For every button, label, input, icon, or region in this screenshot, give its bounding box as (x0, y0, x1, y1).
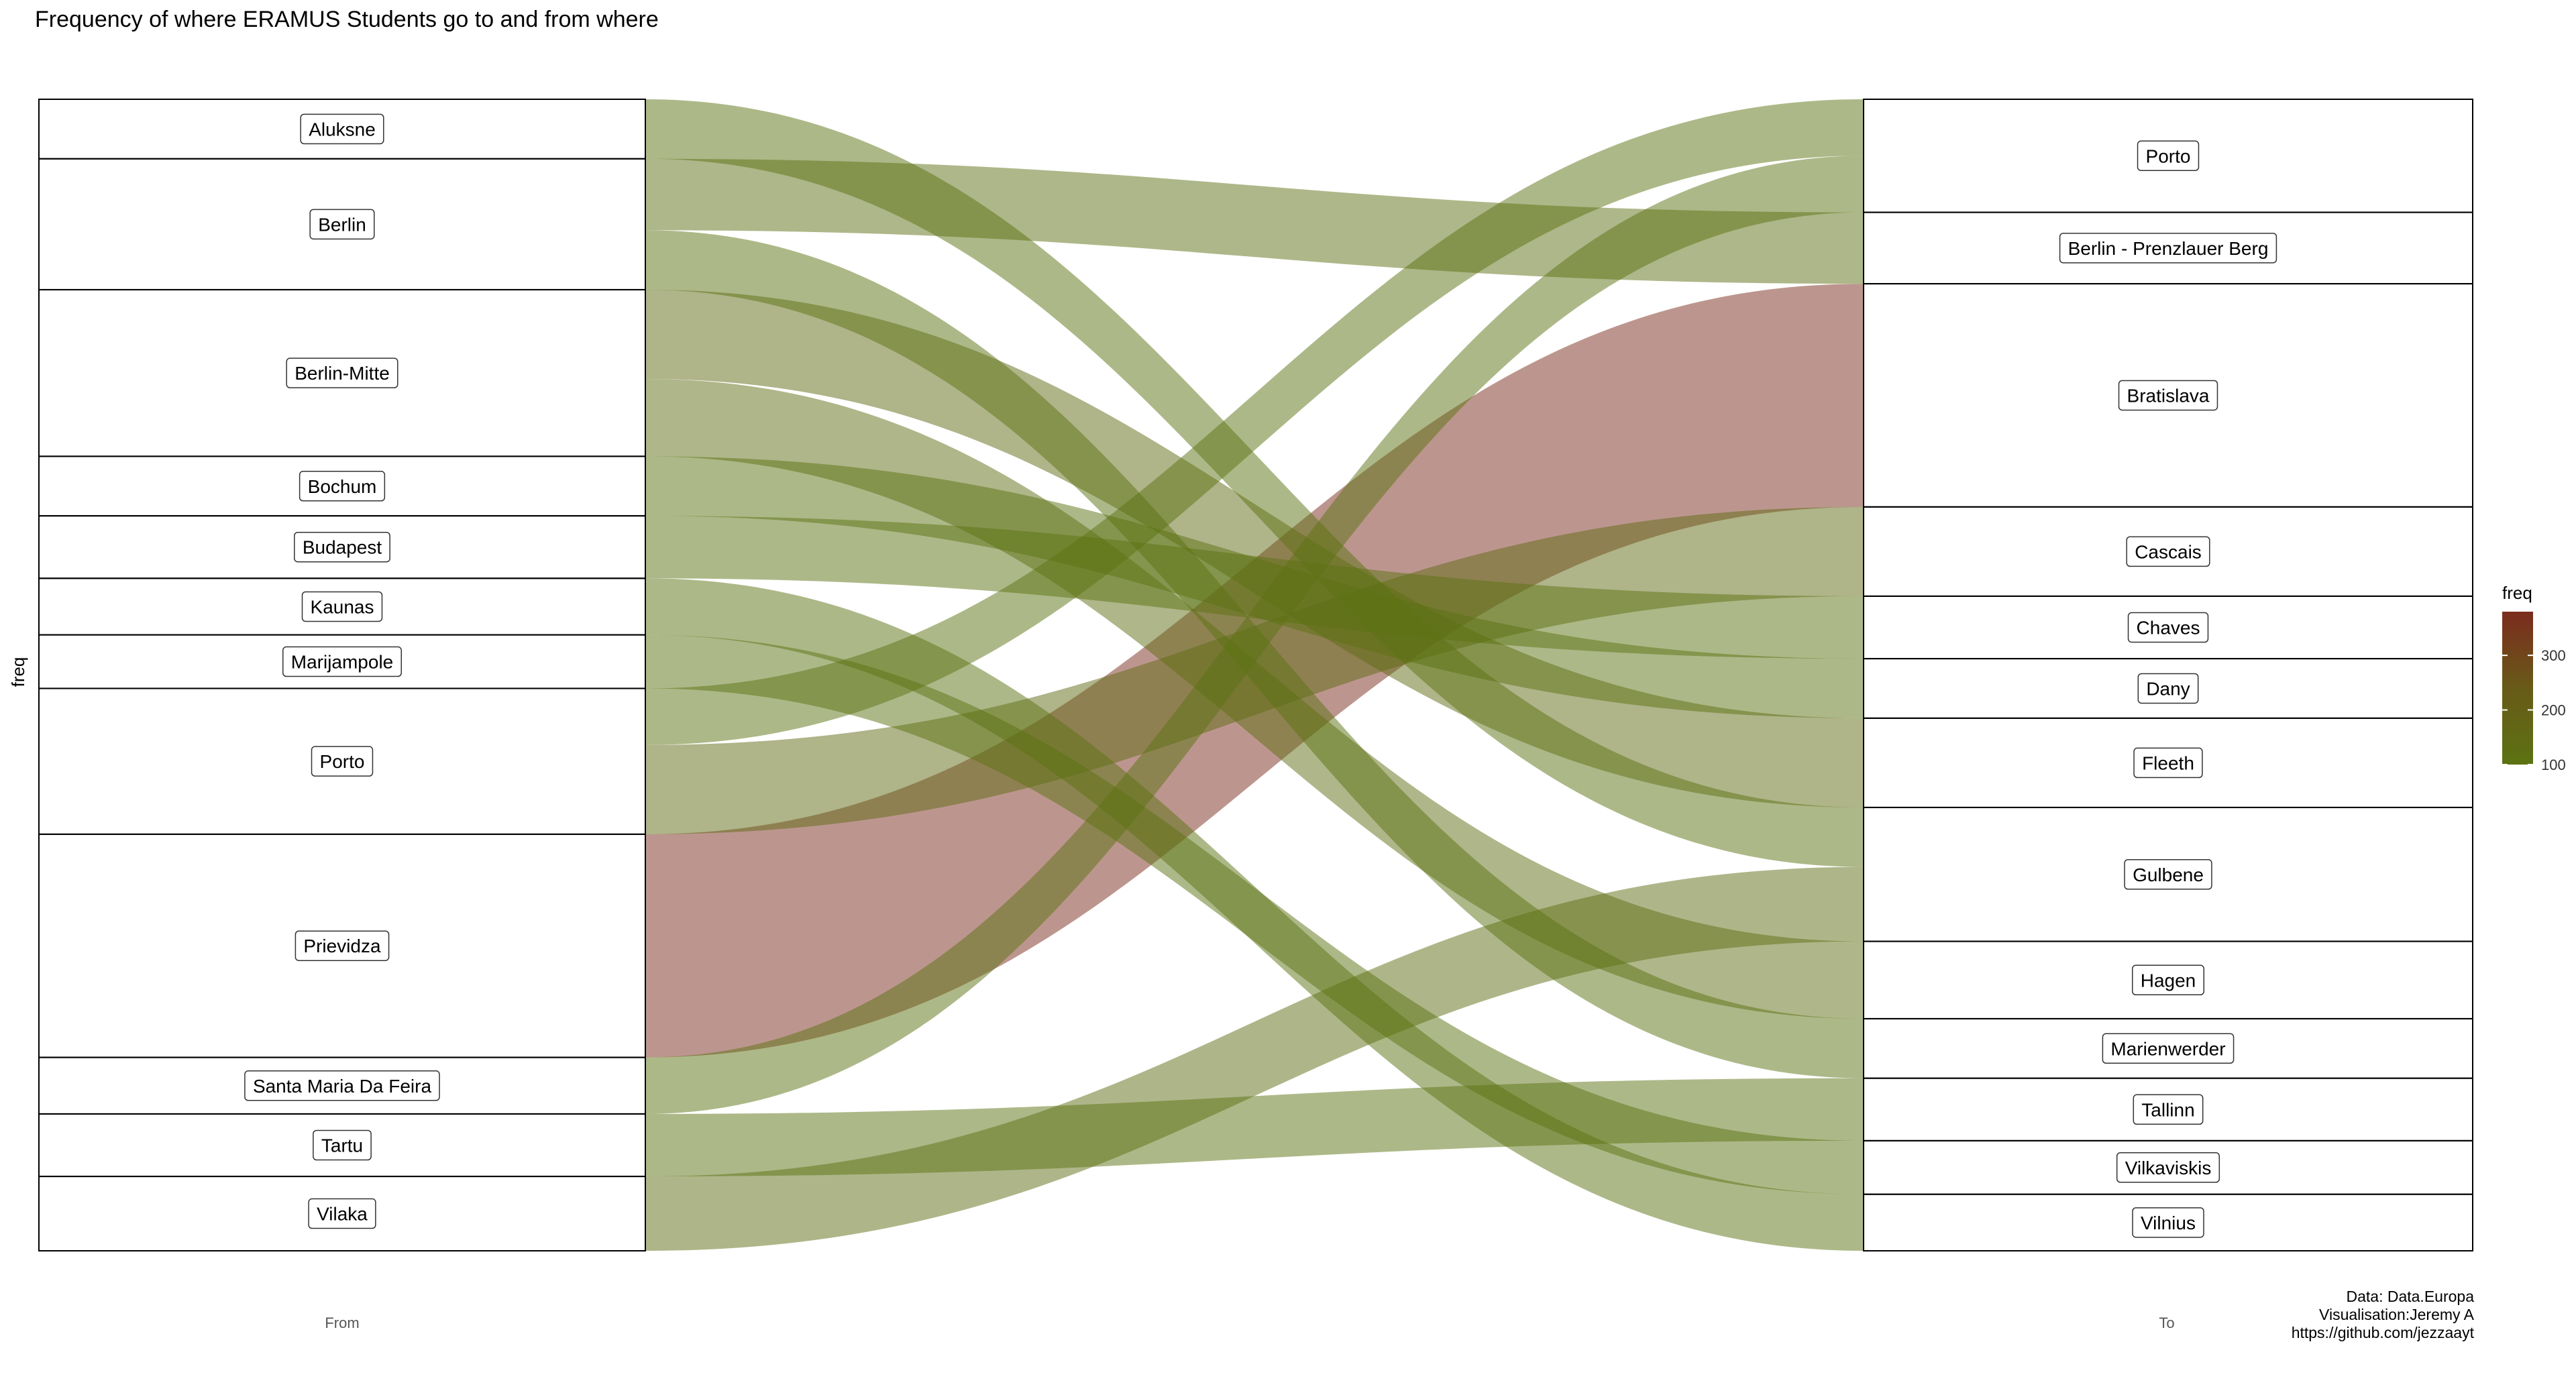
from-node-label-box (300, 113, 384, 145)
caption-line: Data: Data.Europa (2346, 1288, 2474, 1305)
to-node-label-box (2133, 1094, 2204, 1125)
from-node-label: Tartu (321, 1135, 363, 1156)
to-node-label: Vilnius (2141, 1213, 2196, 1233)
to-node-label: Bratislava (2127, 385, 2210, 406)
caption-line: Visualisation:Jeremy A (2319, 1306, 2474, 1323)
legend-tick-label: 300 (2541, 647, 2566, 664)
from-node-label: Aluksne (309, 119, 376, 140)
from-node-label: Porto (320, 751, 365, 772)
to-node-label-box (2126, 536, 2210, 567)
to-node-label-box (2132, 1207, 2204, 1238)
to-node-label: Gulbene (2133, 864, 2204, 885)
to-node-label-box (2118, 380, 2218, 411)
to-node-label-box (2137, 140, 2200, 172)
legend: freq 100 200 300 (2502, 583, 2566, 773)
from-node-label-box (286, 357, 398, 388)
from-node-label-box (308, 1198, 376, 1229)
from-node-label-box (294, 930, 390, 961)
to-node-label-box (2124, 859, 2212, 890)
flow-marijampole-to-vilkaviskis (645, 634, 1864, 1194)
from-node-label: Kaunas (311, 596, 374, 617)
flow-santa-maria-da-feira-to-porto (645, 156, 1864, 1114)
y-axis-label: freq (8, 657, 28, 687)
to-node-vilnius (1863, 1193, 2473, 1252)
to-node-label-box (2102, 1033, 2235, 1064)
flow-porto-to-porto (645, 99, 1864, 745)
to-node-label: Porto (2146, 146, 2191, 166)
legend-tick-label: 100 (2541, 757, 2566, 773)
to-node-label: Berlin - Prenzlauer Berg (2068, 238, 2269, 259)
from-node-label-box (299, 471, 386, 502)
to-node-label-box (2127, 612, 2209, 643)
to-node-label-box (2116, 1152, 2220, 1183)
flow-berlin-mitte-to-hagen (645, 379, 1864, 1019)
from-node-label: Berlin (318, 214, 366, 235)
x-tick-from: From (325, 1315, 359, 1331)
from-node-label-box (301, 591, 383, 622)
from-node-label-box (244, 1070, 440, 1101)
from-node-label: Budapest (303, 537, 382, 558)
legend-colorbar (2502, 612, 2533, 765)
chart-title: Frequency of where ERAMUS Students go to… (35, 7, 659, 32)
from-node-label-box (282, 646, 402, 677)
from-node-label: Prievidza (303, 936, 381, 956)
from-node-label-box (311, 746, 374, 777)
x-tick-to: To (2159, 1315, 2174, 1331)
to-node-label: Vilkaviskis (2125, 1158, 2212, 1178)
from-node-label: Bochum (308, 476, 377, 497)
to-node-label-box (2131, 964, 2205, 996)
flow-bochum-to-dany (645, 456, 1864, 718)
to-node-label: Chaves (2137, 618, 2200, 638)
flows-layer (645, 99, 1864, 1251)
from-node-label: Vilaka (317, 1204, 368, 1225)
flow-aluksne-to-gulbene (645, 99, 1864, 867)
to-node-label-box (2133, 747, 2203, 779)
from-node-label: Berlin-Mitte (294, 363, 390, 384)
to-node-label: Cascais (2135, 541, 2202, 562)
legend-tick-label: 200 (2541, 702, 2566, 719)
to-node-label: Tallinn (2141, 1099, 2194, 1120)
legend-title: freq (2502, 583, 2532, 603)
to-node-label-box (2137, 673, 2199, 704)
legend-ticks: 100 200 300 (2502, 647, 2566, 773)
from-node-vilaka (38, 1176, 646, 1251)
from-node-label-box (294, 531, 390, 563)
to-node-label-box (2059, 233, 2277, 264)
from-node-label-box (309, 209, 375, 240)
caption-line: https://github.com/jezzaayt (2291, 1324, 2474, 1341)
from-node-label-box (313, 1129, 372, 1161)
caption: Data: Data.Europa Visualisation:Jeremy A… (2292, 1288, 2474, 1342)
axis-layer: freq From To (8, 657, 2175, 1331)
to-node-label: Dany (2146, 678, 2190, 699)
from-node-label: Marijampole (291, 652, 394, 673)
to-node-label: Marienwerder (2110, 1038, 2225, 1059)
nodes-layer: Aluksne Berlin Berlin-Mitte Bochum Budapest K… (38, 99, 2473, 1252)
to-node-label: Fleeth (2142, 752, 2194, 773)
to-node-label: Hagen (2141, 970, 2196, 991)
from-node-label: Santa Maria Da Feira (253, 1076, 432, 1097)
